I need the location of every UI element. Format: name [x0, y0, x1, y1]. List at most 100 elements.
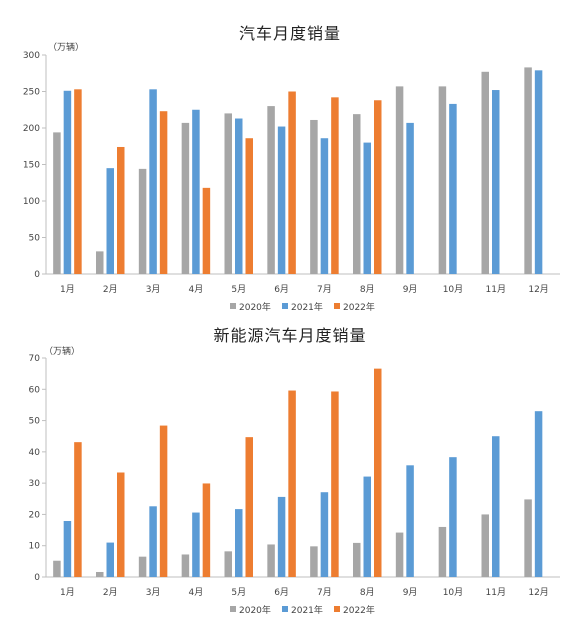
- y-unit-label: （万辆）: [48, 41, 84, 53]
- bar-2022: [288, 390, 296, 577]
- bar-2021: [235, 118, 243, 274]
- y-tick-label: 50: [29, 417, 41, 427]
- bar-2022: [245, 437, 253, 577]
- chart-nev-sales: 新能源汽车月度销量 （万辆） 0 10 20 30 40 50 60 70 1月 2月 3月 4月 5月 6…: [0, 318, 580, 628]
- x-tick-label: 11月: [486, 587, 506, 598]
- chart-nev-sales-svg: （万辆） 0 10 20 30 40 50 60 70 1月 2月 3月 4月 5月 6月 7月 8月 9月 10月…: [29, 345, 560, 616]
- x-tick-label: 4月: [189, 587, 204, 598]
- x-tick-label: 9月: [403, 587, 418, 598]
- y-tick-label: 20: [29, 510, 41, 520]
- bar-2020: [353, 542, 361, 577]
- chart-title: 新能源汽车月度销量: [213, 326, 367, 345]
- bar-2020: [310, 119, 318, 274]
- bar-2022: [202, 483, 211, 577]
- bar-2021: [277, 126, 286, 274]
- bar-2020: [481, 71, 489, 274]
- legend-swatch-2021: [282, 303, 288, 309]
- bar-2020: [53, 132, 61, 274]
- bar-2022: [159, 111, 168, 275]
- bar-2021: [406, 465, 414, 577]
- bar-2021: [277, 496, 286, 577]
- bar-2021: [63, 520, 72, 577]
- legend-swatch-2022: [334, 606, 340, 612]
- x-tick-label: 1月: [60, 284, 75, 295]
- bar-2020: [395, 532, 404, 577]
- legend-label-2022: 2022年: [343, 301, 375, 313]
- y-tick-label: 60: [29, 385, 41, 395]
- bar-2020: [438, 86, 447, 274]
- x-tick-label: 6月: [274, 284, 289, 295]
- x-tick-label: 8月: [360, 284, 375, 295]
- legend-swatch-2020: [230, 303, 236, 309]
- x-tick-label: 10月: [443, 587, 463, 598]
- bar-2020: [138, 168, 147, 274]
- bar-2021: [106, 168, 114, 274]
- legend-label-2020: 2020年: [239, 604, 271, 616]
- x-tick-label: 4月: [189, 284, 204, 295]
- y-tick-label: 250: [23, 88, 40, 98]
- y-tick-label: 10: [29, 542, 41, 552]
- chart-total-sales-svg: （万辆） 0 50 100 150 200 250 300 1月 2月 3月 4月 5月 6月 7月 8月 9月…: [23, 41, 560, 313]
- bar-2020: [181, 554, 190, 577]
- bar-2021: [449, 457, 457, 577]
- x-tick-label: 8月: [360, 587, 375, 598]
- bar-2020: [224, 551, 232, 577]
- bar-2021: [106, 542, 114, 577]
- bar-2021: [149, 89, 157, 274]
- legend-label-2021: 2021年: [291, 301, 323, 313]
- x-tick-label: 5月: [231, 284, 246, 295]
- bar-2022: [331, 391, 339, 577]
- bar-2021: [492, 436, 500, 577]
- bar-2020: [96, 571, 104, 577]
- x-tick-label: 5月: [231, 587, 246, 598]
- bar-2022: [202, 187, 211, 274]
- bar-2020: [267, 544, 275, 577]
- legend-swatch-2022: [334, 303, 340, 309]
- bar-2020: [481, 514, 489, 577]
- x-tick-label: 7月: [317, 284, 332, 295]
- bar-2021: [363, 476, 371, 577]
- bar-2022: [374, 368, 382, 577]
- bar-2022: [374, 100, 382, 274]
- bar-2022: [74, 442, 82, 577]
- bar-2021: [235, 509, 243, 577]
- bar-2020: [224, 113, 232, 275]
- legend-swatch-2020: [230, 606, 236, 612]
- bar-2020: [138, 556, 147, 577]
- y-tick-label: 40: [29, 448, 41, 458]
- y-tick-label: 150: [23, 161, 40, 171]
- bar-2022: [331, 97, 339, 274]
- y-tick-label: 300: [23, 51, 40, 61]
- x-tick-label: 12月: [528, 587, 548, 598]
- bar-2021: [192, 512, 200, 577]
- bar-2022: [74, 89, 82, 274]
- y-tick-label: 30: [29, 479, 41, 489]
- bar-2022: [117, 472, 125, 577]
- bar-2021: [534, 411, 543, 577]
- bar-2022: [159, 425, 168, 577]
- x-tick-label: 1月: [60, 587, 75, 598]
- x-tick-label: 3月: [146, 587, 161, 598]
- y-unit-label: （万辆）: [44, 345, 80, 357]
- bar-2022: [288, 91, 296, 274]
- x-tick-label: 2月: [103, 284, 118, 295]
- x-tick-label: 2月: [103, 587, 118, 598]
- bar-2021: [449, 103, 457, 274]
- bar-2020: [310, 546, 318, 577]
- bar-2020: [96, 251, 104, 274]
- bar-2021: [320, 492, 329, 577]
- bar-2021: [149, 506, 157, 577]
- bar-2020: [524, 499, 532, 577]
- y-tick-label: 0: [34, 573, 40, 583]
- legend-label-2020: 2020年: [239, 301, 271, 313]
- bar-2021: [534, 70, 543, 274]
- legend-swatch-2021: [282, 606, 288, 612]
- bar-2022: [117, 146, 125, 274]
- bar-2021: [492, 90, 500, 274]
- bar-2021: [320, 138, 329, 274]
- chart-title: 汽车月度销量: [238, 24, 341, 43]
- x-tick-label: 3月: [146, 284, 161, 295]
- bar-2020: [181, 122, 190, 274]
- bar-2020: [53, 560, 61, 577]
- bar-2020: [353, 114, 361, 274]
